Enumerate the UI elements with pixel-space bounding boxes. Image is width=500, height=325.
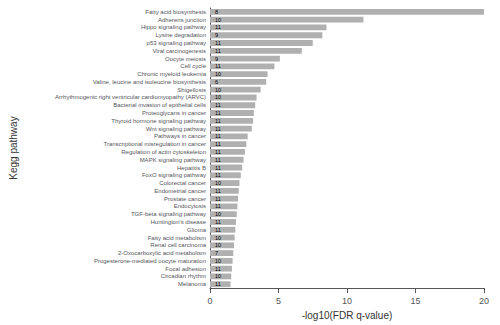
svg-text:Focal adhesion: Focal adhesion: [165, 266, 206, 272]
svg-text:Prostate cancer: Prostate cancer: [164, 196, 206, 202]
svg-text:Lysine degradation: Lysine degradation: [156, 32, 206, 38]
svg-text:10: 10: [342, 296, 352, 306]
svg-text:Wnt signaling pathway: Wnt signaling pathway: [146, 126, 206, 132]
svg-text:10: 10: [215, 94, 221, 100]
svg-text:10: 10: [215, 258, 221, 264]
svg-text:Melanoma: Melanoma: [178, 281, 207, 287]
svg-text:Proteoglycans in cancer: Proteoglycans in cancer: [142, 110, 206, 116]
svg-text:15: 15: [410, 296, 420, 306]
svg-text:Viral carcinogenesis: Viral carcinogenesis: [152, 48, 206, 54]
svg-text:11: 11: [215, 227, 221, 233]
svg-text:10: 10: [215, 71, 221, 77]
svg-text:p53 signaling pathway: p53 signaling pathway: [147, 40, 206, 46]
svg-text:11: 11: [215, 110, 221, 116]
svg-text:11: 11: [215, 266, 221, 272]
svg-text:11: 11: [215, 281, 221, 287]
svg-text:Shigellosis: Shigellosis: [177, 87, 206, 93]
svg-text:10: 10: [215, 211, 221, 217]
svg-text:8: 8: [215, 9, 218, 15]
svg-text:10: 10: [215, 87, 221, 93]
svg-text:10: 10: [215, 235, 221, 241]
svg-text:10: 10: [215, 273, 221, 279]
svg-text:Adherens junction: Adherens junction: [158, 17, 206, 23]
svg-text:-log10(FDR q-value): -log10(FDR q-value): [302, 310, 393, 321]
svg-text:Huntington's disease: Huntington's disease: [150, 219, 206, 225]
svg-text:11: 11: [215, 141, 221, 147]
svg-text:10: 10: [215, 242, 221, 248]
svg-text:11: 11: [215, 63, 221, 69]
svg-text:Renal cell carcinoma: Renal cell carcinoma: [150, 242, 206, 248]
svg-text:Circadian rhythm: Circadian rhythm: [161, 273, 206, 279]
svg-text:MAPK signaling pathway: MAPK signaling pathway: [140, 157, 206, 163]
svg-text:11: 11: [215, 24, 221, 30]
svg-text:7: 7: [215, 250, 218, 256]
svg-text:Fatty acid metabolism: Fatty acid metabolism: [148, 235, 206, 241]
svg-text:Oocyte meiosis: Oocyte meiosis: [165, 56, 206, 62]
svg-text:5: 5: [276, 296, 281, 306]
svg-text:11: 11: [215, 48, 221, 54]
svg-text:11: 11: [215, 157, 221, 163]
svg-text:20: 20: [479, 296, 489, 306]
svg-text:11: 11: [215, 188, 221, 194]
svg-text:Hepatitis B: Hepatitis B: [177, 165, 206, 171]
svg-text:11: 11: [215, 40, 221, 46]
svg-text:Endometrial cancer: Endometrial cancer: [154, 188, 206, 194]
svg-text:Pathways in cancer: Pathways in cancer: [154, 133, 206, 139]
svg-text:10: 10: [215, 17, 221, 23]
svg-text:Hippo signaling pathway: Hippo signaling pathway: [141, 24, 206, 30]
svg-text:11: 11: [215, 126, 221, 132]
svg-text:Colorectal cancer: Colorectal cancer: [159, 180, 206, 186]
svg-text:FoxO signaling pathway: FoxO signaling pathway: [142, 172, 206, 178]
svg-text:Progesterone-mediated oocyte m: Progesterone-mediated oocyte maturation: [94, 258, 206, 264]
svg-text:Transcriptional misregulation: Transcriptional misregulation in cancer: [104, 141, 207, 147]
svg-text:11: 11: [215, 149, 221, 155]
svg-text:Cell cycle: Cell cycle: [180, 63, 206, 69]
svg-text:6: 6: [215, 79, 218, 85]
svg-text:Glioma: Glioma: [187, 227, 207, 233]
svg-text:0: 0: [207, 296, 212, 306]
svg-text:11: 11: [215, 196, 221, 202]
svg-text:Thyroid hormone signaling path: Thyroid hormone signaling pathway: [111, 118, 206, 124]
svg-text:9: 9: [215, 56, 218, 62]
svg-text:11: 11: [215, 203, 221, 209]
svg-text:11: 11: [215, 172, 221, 178]
svg-text:Fatty acid biosynthesis: Fatty acid biosynthesis: [145, 9, 206, 15]
svg-text:Valine, leucine and isoleucine: Valine, leucine and isoleucine biosynthe…: [93, 79, 206, 85]
svg-text:Regulation of actin cytoskelet: Regulation of actin cytoskeleton: [121, 149, 206, 155]
svg-text:11: 11: [215, 102, 221, 108]
svg-text:2-Oxocarboxylic acid metabolis: 2-Oxocarboxylic acid metabolism: [118, 250, 206, 256]
svg-text:11: 11: [215, 133, 221, 139]
svg-text:9: 9: [215, 32, 218, 38]
svg-text:11: 11: [215, 118, 221, 124]
svg-text:Arrhythmogenic right ventricul: Arrhythmogenic right ventricular cardiom…: [55, 94, 206, 100]
svg-text:Endocytosis: Endocytosis: [174, 203, 206, 209]
svg-text:TGF-beta signaling pathway: TGF-beta signaling pathway: [131, 211, 206, 217]
svg-text:11: 11: [215, 165, 221, 171]
svg-text:Chronic myeloid leukemia: Chronic myeloid leukemia: [137, 71, 206, 77]
svg-text:11: 11: [215, 219, 221, 225]
svg-text:Kegg pathway: Kegg pathway: [8, 116, 19, 179]
svg-text:Bacterial invasion of epitheli: Bacterial invasion of epithelial cells: [113, 102, 206, 108]
svg-text:10: 10: [215, 180, 221, 186]
